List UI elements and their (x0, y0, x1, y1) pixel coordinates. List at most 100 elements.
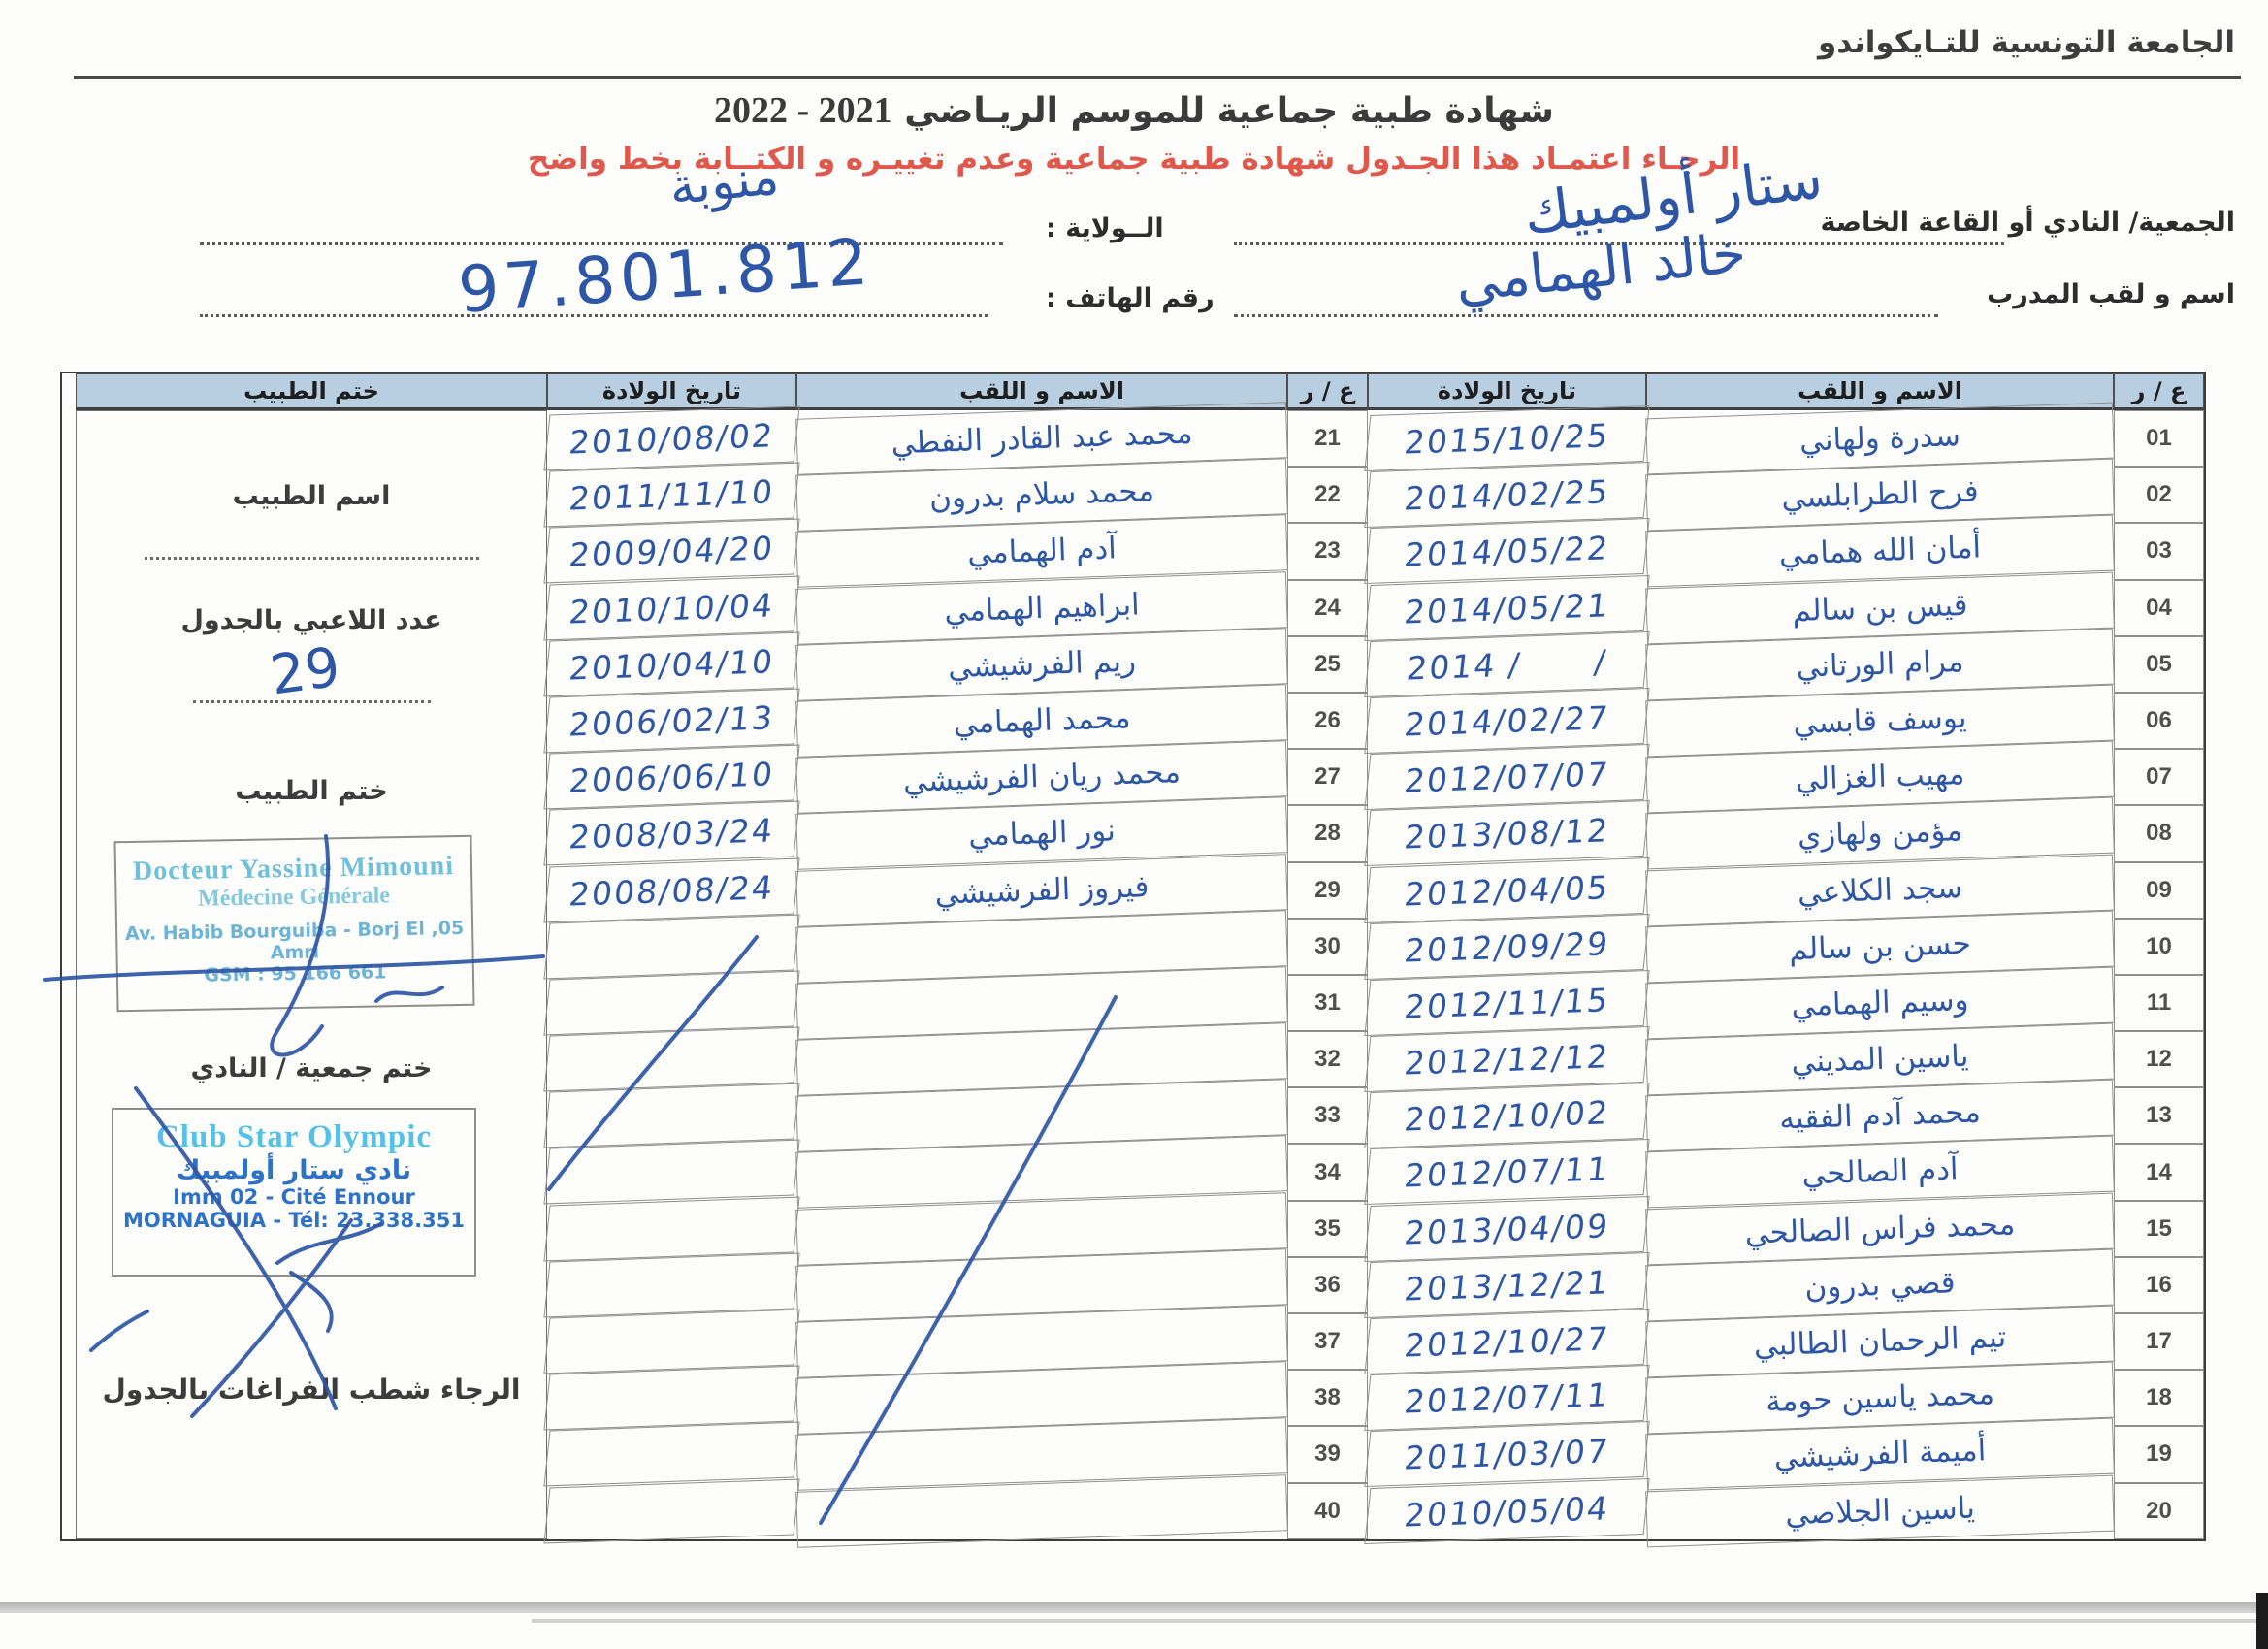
player-birthdate-cell: 2012/12/12 (1364, 1026, 1650, 1093)
player-number-cell: 38 (1287, 1370, 1368, 1427)
coach-field-handwriting: خالد الهمامي (1452, 221, 1750, 315)
player-number-cell: 32 (1287, 1031, 1368, 1088)
player-number-cell: 15 (2114, 1200, 2204, 1257)
wilaya-field-line (200, 242, 1003, 245)
player-number-cell: 01 (2114, 410, 2204, 468)
header-birthdate-col-1: تاريخ الولادة (1368, 373, 1646, 410)
doctor-name-line (145, 557, 479, 560)
player-birthdate-cell: 2014/02/25 (1364, 462, 1650, 529)
player-birthdate-cell (543, 1478, 800, 1544)
player-birthdate-cell: 2012/07/11 (1364, 1139, 1650, 1206)
player-number-cell: 10 (2114, 918, 2204, 975)
doctor-stamp-name: Docteur Yassine Mimouni (132, 851, 455, 887)
players-table: ع / ر الاسم و اللقب تاريخ الولادة ع / ر … (60, 372, 2206, 1548)
player-birthdate-cell: 2010/08/02 (543, 405, 800, 471)
player-number-cell: 25 (1287, 635, 1368, 693)
club-stamp: Club Star Olympic نادي ستار أولمبيك Imm … (112, 1108, 476, 1277)
season-years: 2021 - 2022 (714, 90, 892, 131)
club-field-line (1234, 242, 2004, 245)
player-number-cell: 26 (1287, 692, 1368, 750)
player-number-cell: 04 (2114, 579, 2204, 636)
club-stamp-phone: MORNAGUIA - Tél: 23.338.351 (123, 1209, 465, 1232)
player-birthdate-cell: 2013/08/12 (1364, 800, 1650, 867)
player-birthdate-cell (543, 1309, 800, 1374)
player-birthdate-cell: 2013/04/09 (1364, 1195, 1650, 1262)
player-birthdate-cell: 2015/10/25 (1364, 405, 1650, 472)
player-number-cell: 19 (2114, 1426, 2204, 1483)
club-stamp-label: ختم جمعية / النادي (190, 1053, 433, 1083)
player-number-cell: 36 (1287, 1256, 1368, 1313)
player-birthdate-cell (543, 970, 800, 1036)
doctor-stamp-address: 05, Av. Habib Bourguiba - Borj El Amri (124, 917, 465, 964)
player-number-cell: 35 (1287, 1200, 1368, 1257)
player-birthdate-cell: 2012/04/05 (1364, 857, 1650, 923)
club-stamp-name-ar: نادي ستار أولمبيك (176, 1155, 412, 1185)
player-birthdate-cell (543, 1083, 800, 1148)
player-birthdate-cell: 2008/03/24 (543, 800, 800, 866)
player-birthdate-cell (543, 1196, 800, 1262)
player-birthdate-cell: 2012/10/27 (1364, 1309, 1650, 1375)
doctor-stamp-cell: اسم الطبيب عدد اللاعبي بالجدول 29 ختم ال… (76, 410, 547, 1539)
player-birthdate-cell (543, 1252, 800, 1318)
player-number-cell: 06 (2114, 692, 2204, 750)
header-number-col-1: ع / ر (2114, 373, 2204, 410)
club-stamp-address: Imm 02 - Cité Ennour (173, 1185, 415, 1209)
player-birthdate-cell (543, 1139, 800, 1206)
player-number-cell: 07 (2114, 749, 2204, 806)
player-birthdate-cell (543, 1026, 800, 1092)
player-number-cell: 29 (1287, 861, 1368, 919)
player-number-cell: 14 (2114, 1144, 2204, 1201)
player-number-cell: 21 (1287, 410, 1368, 468)
player-number-cell: 11 (2114, 974, 2204, 1032)
player-birthdate-cell: 2011/03/07 (1364, 1421, 1650, 1488)
table-header-row: ع / ر الاسم و اللقب تاريخ الولادة ع / ر … (62, 373, 2204, 410)
player-birthdate-cell: 2012/07/11 (1364, 1365, 1650, 1432)
federation-title: الجامعة التونسية للتـايكواندو (1817, 25, 2235, 60)
doctor-stamp-label: ختم الطبيب (235, 776, 388, 806)
phone-field-handwriting: 97.801.812 (455, 224, 876, 328)
document-title-text: شهادة طبية جماعية للموسم الريـاضي (904, 91, 1554, 131)
player-number-cell: 12 (2114, 1031, 2204, 1088)
document-title: شهادة طبية جماعية للموسم الريـاضي 2021 -… (0, 89, 2268, 132)
player-number-cell: 18 (2114, 1370, 2204, 1427)
doctor-stamp: Docteur Yassine Mimouni Médecine Général… (113, 834, 475, 1013)
player-number-cell: 23 (1287, 523, 1368, 580)
wilaya-field-label: الــولاية : (1046, 213, 1164, 243)
header-birthdate-col-2: تاريخ الولادة (547, 373, 796, 410)
cross-out-blanks-note: الرجاء شطب الفراغات بالجدول (102, 1374, 521, 1406)
player-birthdate-cell: 2010/05/04 (1364, 1477, 1650, 1544)
player-birthdate-cell: 2010/10/04 (543, 575, 800, 641)
doctor-name-label: اسم الطبيب (232, 481, 391, 511)
player-birthdate-cell: 2013/12/21 (1364, 1251, 1650, 1318)
player-birthdate-cell (543, 1421, 800, 1488)
player-birthdate-cell: 2009/04/20 (543, 518, 800, 585)
player-number-cell: 39 (1287, 1426, 1368, 1483)
player-birthdate-cell: 2008/08/24 (543, 857, 800, 923)
wilaya-field-handwriting: منوبة (666, 147, 782, 217)
players-count-handwriting: 29 (266, 635, 344, 708)
coach-field-line (1234, 314, 1938, 317)
player-birthdate-cell: 2014/02/27 (1364, 687, 1650, 755)
player-birthdate-cell: 2012/09/29 (1364, 913, 1650, 980)
scan-artifact-line (532, 1619, 2268, 1623)
player-number-cell: 20 (2114, 1482, 2204, 1539)
header-number-col-2: ع / ر (1287, 373, 1368, 410)
player-birthdate-cell (543, 914, 800, 980)
player-number-cell: 28 (1287, 805, 1368, 862)
player-birthdate-cell: 2012/07/07 (1364, 744, 1650, 811)
table-body: اسم الطبيب عدد اللاعبي بالجدول 29 ختم ال… (62, 402, 2204, 1548)
player-birthdate-cell: 2012/10/02 (1364, 1083, 1650, 1149)
player-birthdate-cell: 2014/05/22 (1364, 518, 1650, 585)
header-rule (74, 76, 2241, 79)
player-birthdate-cell: 2006/06/10 (543, 744, 800, 810)
red-warning-note: الرجـاء اعتمـاد هذا الجـدول شهادة طبية ج… (527, 142, 1741, 177)
player-number-cell: 40 (1287, 1482, 1368, 1539)
player-birthdate-cell: 2011/11/10 (543, 462, 800, 528)
player-number-cell: 31 (1287, 974, 1368, 1032)
player-number-cell: 22 (1287, 467, 1368, 524)
player-number-cell: 05 (2114, 635, 2204, 693)
player-number-cell: 27 (1287, 749, 1368, 806)
club-stamp-name-fr: Club Star Olympic (155, 1119, 433, 1154)
header-doctor-stamp-col: ختم الطبيب (76, 373, 547, 410)
